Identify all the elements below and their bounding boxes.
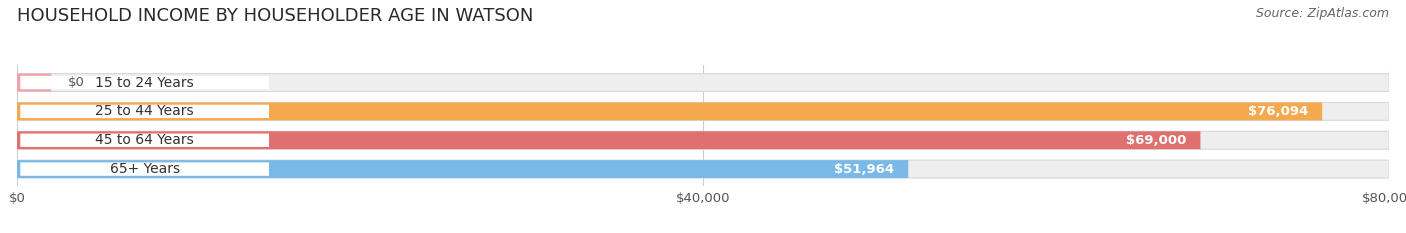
- Text: $69,000: $69,000: [1126, 134, 1187, 147]
- FancyBboxPatch shape: [17, 131, 1389, 149]
- FancyBboxPatch shape: [17, 160, 908, 178]
- FancyBboxPatch shape: [17, 74, 51, 92]
- Text: 65+ Years: 65+ Years: [110, 162, 180, 176]
- Text: Source: ZipAtlas.com: Source: ZipAtlas.com: [1256, 7, 1389, 20]
- FancyBboxPatch shape: [17, 131, 1201, 149]
- Text: $51,964: $51,964: [834, 163, 894, 176]
- FancyBboxPatch shape: [17, 103, 1389, 120]
- Text: 15 to 24 Years: 15 to 24 Years: [96, 75, 194, 89]
- Text: $0: $0: [69, 76, 86, 89]
- FancyBboxPatch shape: [20, 134, 269, 147]
- Text: HOUSEHOLD INCOME BY HOUSEHOLDER AGE IN WATSON: HOUSEHOLD INCOME BY HOUSEHOLDER AGE IN W…: [17, 7, 533, 25]
- FancyBboxPatch shape: [20, 162, 269, 176]
- FancyBboxPatch shape: [17, 74, 1389, 92]
- FancyBboxPatch shape: [17, 160, 1389, 178]
- FancyBboxPatch shape: [20, 76, 269, 89]
- FancyBboxPatch shape: [20, 105, 269, 118]
- Text: 45 to 64 Years: 45 to 64 Years: [96, 133, 194, 147]
- Text: $76,094: $76,094: [1249, 105, 1309, 118]
- Text: 25 to 44 Years: 25 to 44 Years: [96, 104, 194, 118]
- FancyBboxPatch shape: [17, 103, 1322, 120]
